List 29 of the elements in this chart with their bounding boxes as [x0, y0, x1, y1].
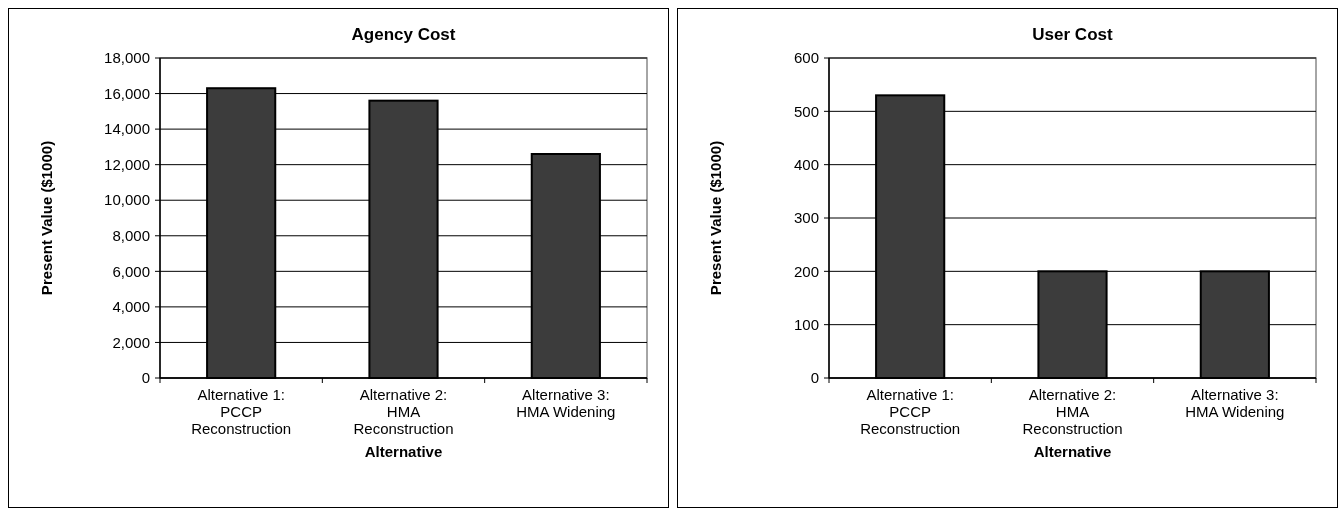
- y-tick-label: 16,000: [104, 84, 150, 102]
- y-tick-label: 200: [793, 262, 819, 280]
- chart-title: User Cost: [1032, 25, 1113, 44]
- y-tick-label: 2,000: [112, 333, 150, 351]
- x-tick-label: Alternative 1: PCCP Reconstruction: [191, 386, 292, 437]
- x-tick-label: Alternative 2: HMA Reconstruction: [1022, 386, 1123, 437]
- chart-title: Agency Cost: [351, 25, 456, 44]
- y-tick-label: 14,000: [104, 120, 150, 138]
- y-tick-label: 4,000: [112, 298, 150, 316]
- x-tick-label: Alternative 1: PCCP Reconstruction: [860, 386, 961, 437]
- y-tick-label: 0: [810, 369, 819, 387]
- x-tick-label: Alternative 2: HMA Reconstruction: [353, 386, 454, 437]
- y-tick-label: 100: [793, 315, 819, 333]
- y-tick-label: 500: [793, 102, 819, 120]
- y-tick-label: 12,000: [104, 155, 150, 173]
- x-axis-title: Alternative: [1033, 443, 1112, 460]
- y-tick-label: 18,000: [104, 49, 150, 67]
- y-tick-label: 6,000: [112, 262, 150, 280]
- y-tick-label: 0: [141, 369, 150, 387]
- y-tick-label: 400: [793, 155, 819, 173]
- y-tick-label: 600: [793, 49, 819, 67]
- y-axis-title: Present Value ($1000): [707, 140, 724, 296]
- x-tick-label: Alternative 3: HMA Widening: [1185, 386, 1285, 420]
- y-tick-label: 8,000: [112, 227, 150, 245]
- x-axis-title: Alternative: [364, 443, 443, 460]
- y-axis-title: Present Value ($1000): [38, 140, 55, 296]
- x-tick-label: Alternative 3: HMA Widening: [516, 386, 616, 420]
- y-tick-label: 10,000: [104, 191, 150, 209]
- y-tick-label: 300: [793, 209, 819, 227]
